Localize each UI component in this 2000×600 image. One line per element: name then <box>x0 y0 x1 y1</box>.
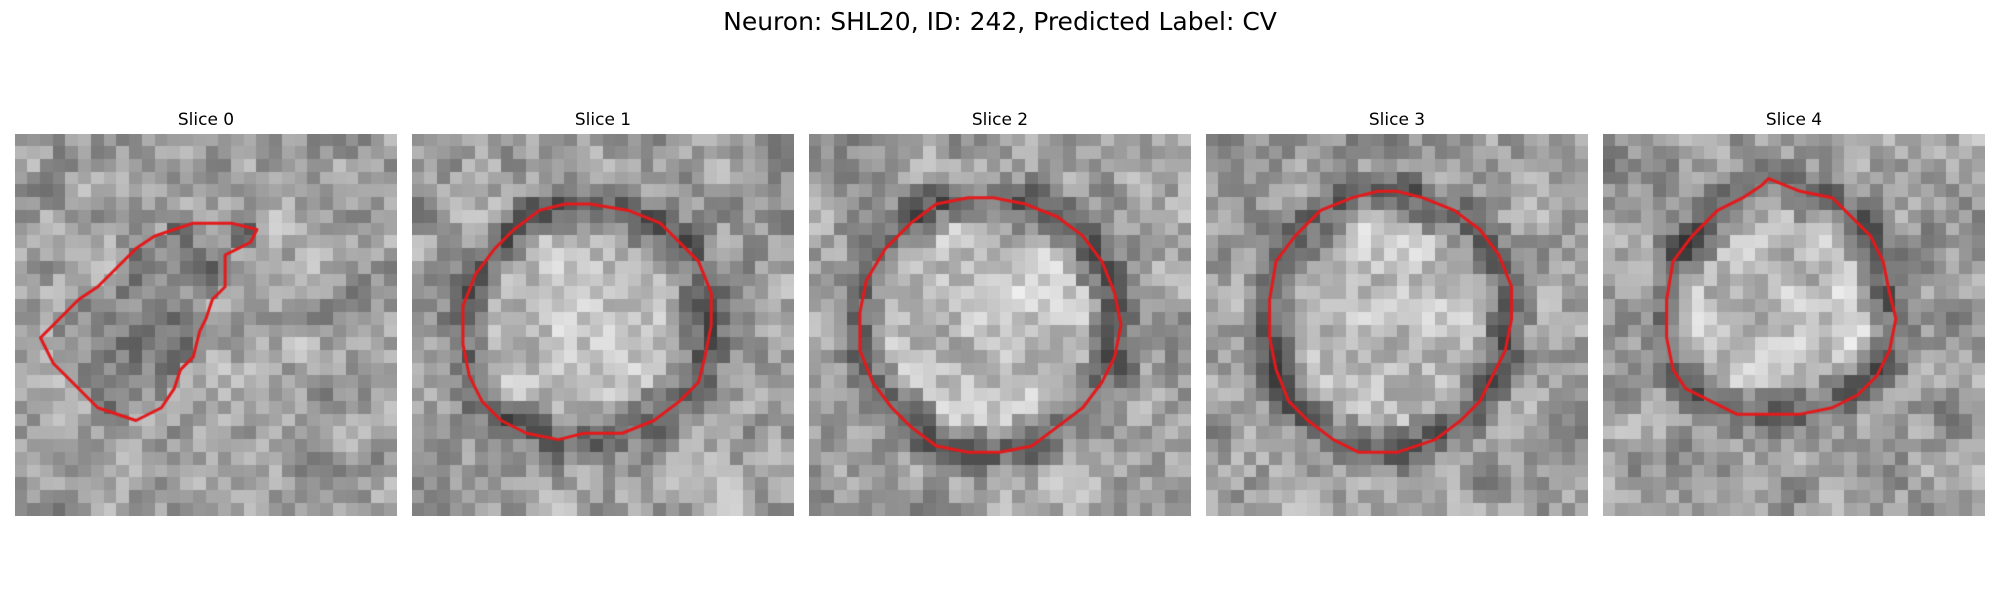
panel-title: Slice 3 <box>1368 110 1426 130</box>
slice-image <box>412 134 794 516</box>
panel-title: Slice 4 <box>1765 110 1823 130</box>
panel-title: Slice 0 <box>177 110 235 130</box>
slice-image <box>1206 134 1588 516</box>
panel-title: Slice 1 <box>574 110 632 130</box>
slice-image <box>809 134 1191 516</box>
figure-title: Neuron: SHL20, ID: 242, Predicted Label:… <box>723 7 1277 36</box>
panel-title: Slice 2 <box>971 110 1029 130</box>
slice-image <box>15 134 397 516</box>
slice-image <box>1603 134 1985 516</box>
